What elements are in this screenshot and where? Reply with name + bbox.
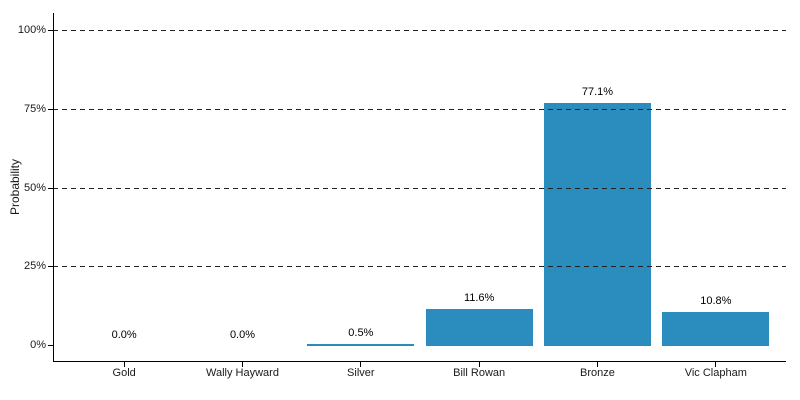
x-tick-label-gold: Gold (112, 367, 136, 379)
x-tick-label-silver: Silver (347, 367, 375, 379)
y-tick-label-0: 0% (30, 339, 46, 352)
gridline-25 (53, 266, 786, 268)
y-tick-label-50: 50% (23, 181, 46, 194)
bar-value-label-gold: 0.0% (111, 328, 137, 341)
gridline-75 (53, 108, 786, 110)
x-tick-gold (123, 362, 125, 367)
x-tick-label-wally-hayward: Wally Hayward (206, 367, 279, 379)
y-tick-label-75: 75% (23, 102, 46, 115)
bar-vic-clapham (662, 311, 770, 346)
x-tick-label-bill-rowan: Bill Rowan (453, 367, 506, 379)
y-tick-75 (48, 108, 53, 110)
y-tick-100 (48, 30, 53, 31)
gridline-100 (53, 30, 786, 31)
x-tick-label-vic-clapham: Vic Clapham (684, 367, 747, 379)
bar-value-label-bronze: 77.1% (581, 85, 614, 98)
y-tick-25 (48, 266, 53, 268)
bar-silver (307, 344, 415, 346)
x-tick-silver (360, 362, 362, 367)
x-tick-vic-clapham (715, 362, 717, 367)
y-tick-0 (48, 345, 53, 347)
x-tick-bill-rowan (478, 362, 480, 367)
bar-bronze (543, 102, 651, 346)
bar-value-label-silver: 0.5% (348, 327, 374, 340)
x-tick-wally-hayward (241, 362, 243, 367)
x-tick-bronze (596, 362, 598, 367)
bar-value-label-vic-clapham: 10.8% (700, 294, 732, 307)
bar-value-label-wally-hayward: 0.0% (229, 328, 256, 341)
bar-bill-rowan (425, 309, 533, 346)
y-tick-label-25: 25% (23, 260, 46, 273)
gridline-50 (53, 187, 786, 189)
y-tick-label-100: 100% (17, 24, 46, 36)
y-tick-50 (48, 187, 53, 189)
y-axis-line (53, 13, 54, 362)
bar-value-label-bill-rowan: 11.6% (463, 292, 495, 305)
x-tick-label-bronze: Bronze (580, 367, 615, 379)
x-axis-line (53, 361, 786, 362)
